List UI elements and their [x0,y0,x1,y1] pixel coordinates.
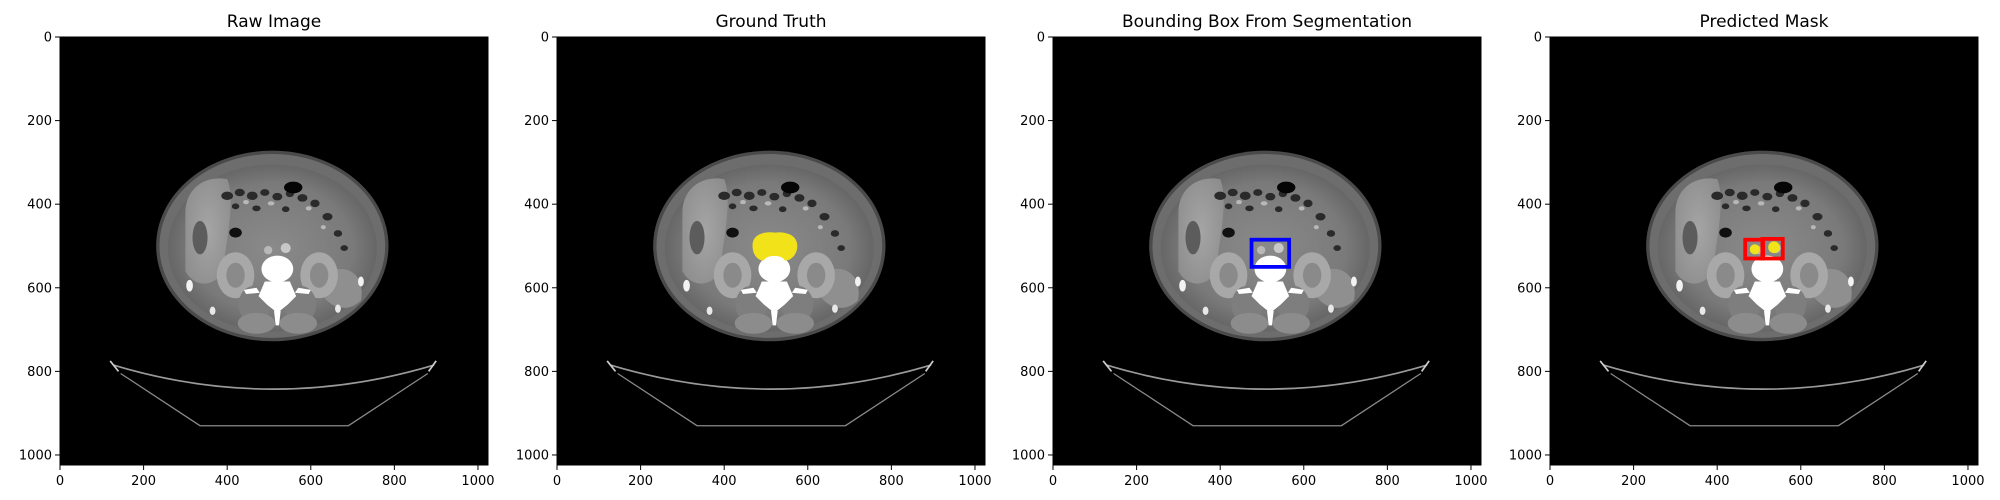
y-tick-label: 200 [1517,114,1542,129]
x-tick-label: 1000 [1454,474,1487,489]
y-tick-label: 0 [44,31,52,46]
y-tick-label: 600 [1020,281,1045,296]
predicted-mask-blob [1768,241,1780,254]
ground-truth-mask [752,232,798,261]
panel-title: Ground Truth [715,12,826,32]
panel-title: Predicted Mask [1700,12,1829,32]
y-tick-label: 600 [524,281,549,296]
x-tick-label: 200 [1621,474,1646,489]
x-tick-label: 800 [1872,474,1897,489]
y-tick-label: 200 [27,114,52,129]
y-tick-label: 800 [1020,365,1045,380]
panel-title: Bounding Box From Segmentation [1122,12,1412,32]
x-tick-label: 600 [795,474,820,489]
x-tick-label: 600 [298,474,323,489]
y-tick-label: 400 [27,198,52,213]
panel-3: Bounding Box From Segmentation 0 200 400 600… [1012,12,1488,489]
y-tick-label: 800 [27,365,52,380]
y-tick-label: 800 [1517,365,1542,380]
y-tick-label: 400 [524,198,549,213]
y-tick-label: 1000 [1012,448,1045,463]
x-tick-label: 1000 [461,474,494,489]
x-tick-label: 200 [628,474,653,489]
y-tick-label: 800 [524,365,549,380]
y-tick-label: 0 [1534,31,1542,46]
x-tick-label: 200 [1124,474,1149,489]
predicted-mask-blob [1749,244,1760,255]
axes-frame [59,36,489,466]
x-tick-label: 800 [879,474,904,489]
y-tick-label: 400 [1517,198,1542,213]
x-tick-label: 600 [1788,474,1813,489]
y-tick-label: 1000 [516,448,549,463]
x-tick-label: 0 [553,474,561,489]
panel-4: Predicted Mask 0 200 400 600 800 1000 0 200 400 60… [1509,12,1985,489]
x-tick-label: 0 [56,474,64,489]
y-tick-label: 600 [27,281,52,296]
ct-image [1549,36,1979,466]
x-tick-label: 200 [131,474,156,489]
y-tick-label: 600 [1517,281,1542,296]
y-tick-label: 1000 [19,448,52,463]
x-tick-label: 1000 [1951,474,1984,489]
x-tick-label: 400 [1705,474,1730,489]
axes-frame [1052,36,1482,466]
ct-image [1052,36,1482,466]
x-tick-label: 800 [1375,474,1400,489]
ct-image [556,36,986,466]
panel-title: Raw Image [227,12,321,32]
segmentation-bbox [1249,237,1292,269]
y-tick-label: 0 [1037,31,1045,46]
x-tick-label: 0 [1049,474,1057,489]
x-tick-label: 0 [1546,474,1554,489]
x-tick-label: 400 [215,474,240,489]
axes-frame [556,36,986,466]
panel-1: Raw Image 0 200 400 600 800 1000 0 200 400 600 800 1… [19,12,495,489]
x-tick-label: 400 [712,474,737,489]
y-tick-label: 400 [1020,198,1045,213]
y-tick-label: 200 [524,114,549,129]
y-tick-label: 200 [1020,114,1045,129]
y-tick-label: 0 [541,31,549,46]
panel-2: Ground Truth 0 200 400 600 800 1000 0 200 400 600 8… [516,12,992,489]
x-tick-label: 600 [1291,474,1316,489]
axes-frame [1549,36,1979,466]
y-tick-label: 1000 [1509,448,1542,463]
x-tick-label: 800 [382,474,407,489]
x-tick-label: 400 [1208,474,1233,489]
ct-image [59,36,489,466]
x-tick-label: 1000 [958,474,991,489]
predicted-bbox [1760,236,1785,261]
